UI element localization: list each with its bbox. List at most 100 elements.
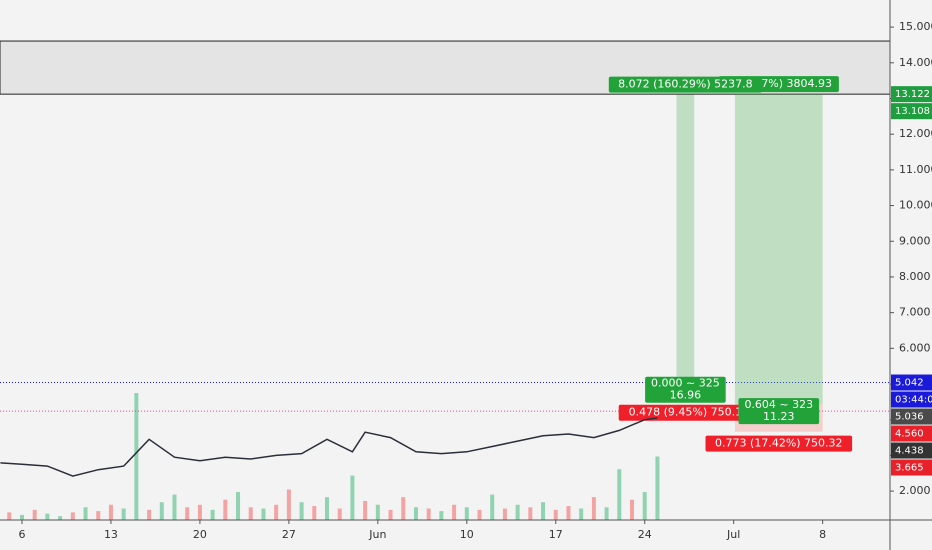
volume-bar [452,504,457,520]
volume-bar [515,504,520,520]
volume-bar [121,508,126,520]
volume-bar [490,494,495,520]
volume-bar [426,508,431,520]
volume-bar [108,504,113,520]
volume-bar [7,512,12,520]
entry-label: 16.96 [670,389,702,402]
volume-bar [464,507,469,520]
x-tick-label: 6 [18,528,25,541]
price-axis-label: 13.122 [895,89,930,100]
volume-bar [617,469,622,520]
volume-bar [630,499,635,520]
volume-bar [248,507,253,520]
volume-bar [134,393,139,520]
volume-bar [413,507,418,520]
target-label: 8.072 (160.29%) 5237.8 [618,78,753,91]
volume-bar [312,506,317,520]
volume-bar [324,497,329,520]
volume-bar [337,508,342,520]
entry-label: 0.000 ~ 325 [651,377,720,390]
entry-label-bg [645,376,726,403]
volume-bar [197,504,202,520]
price-axis-label: 5.042 [895,378,924,389]
price-axis-label: 03:44:03 [895,395,932,406]
price-axis-label: 5.036 [895,412,924,423]
stop-label: 0.478 (9.45%) 750.1 [629,406,743,419]
target-label-bg [608,76,762,93]
volume-bar [401,497,406,520]
volume-bar [147,509,152,520]
price-axis-label-bg [891,442,932,459]
volume-bar [579,508,584,520]
stop-label: 0.773 (17.42%) 750.32 [715,437,843,450]
volume-bar [70,512,75,520]
x-tick-label: Jun [368,528,386,541]
volume-bar [32,509,37,520]
volume-bar [439,511,444,520]
y-tick-label: 14.000 [899,56,932,69]
target-zone [676,94,695,383]
volume-bar [45,513,50,520]
y-tick-label: 2.000 [899,484,931,497]
volume-bar [261,508,266,520]
price-axis-label-bg [891,103,932,120]
volume-bar [388,509,393,520]
volume-bar [58,516,63,520]
price-axis-label: 4.438 [895,446,924,457]
volume-bar [286,489,291,520]
volume-bar [502,508,507,520]
price-axis-label-bg [891,408,932,425]
volume-bar [19,514,24,520]
price-axis-label-bg [891,391,932,408]
price-axis-label-bg [891,374,932,391]
y-tick-label: 6.000 [899,341,931,354]
y-tick-label: 12.000 [899,127,932,140]
price-axis-label: 3.665 [895,463,924,474]
x-tick-label: 13 [104,528,118,541]
price-axis-label: 13.108 [895,106,930,117]
stop-label-bg [618,404,753,421]
x-tick-label: 20 [193,528,207,541]
x-tick-label: 10 [460,528,474,541]
volume-bar [96,511,101,520]
y-tick-label: 11.000 [899,163,932,176]
x-tick-label: 27 [282,528,296,541]
x-tick-label: 17 [549,528,563,541]
volume-bar [642,492,647,520]
price-axis-label-bg [891,86,932,103]
y-tick-label: 7.000 [899,306,931,319]
volume-bar [363,500,368,520]
volume-bar [223,499,228,520]
x-tick-label: 8 [819,528,826,541]
volume-bar [375,504,380,520]
x-tick-label: 24 [638,528,652,541]
target-zone [734,94,823,405]
volume-bar [477,509,482,520]
y-tick-label: 10.000 [899,199,932,212]
price-axis-label-bg [891,425,932,442]
entry-label: 0.604 ~ 323 [744,398,813,411]
entry-label-bg [738,398,820,425]
volume-bar [185,507,190,520]
entry-label: 11.23 [763,410,795,423]
volume-bar [541,502,546,520]
volume-bar [172,494,177,520]
price-line-series [0,417,658,477]
y-tick-label: 8.000 [899,270,931,283]
volume-bar [159,502,164,520]
volume-bar [604,507,609,520]
volume-bar [553,509,558,520]
stop-label-bg [705,435,853,452]
y-tick-label: 9.000 [899,234,931,247]
x-tick-label: Jul [726,528,740,541]
volume-bar [83,507,88,520]
volume-bar [350,475,355,520]
volume-bar [210,509,215,520]
price-axis-label: 4.560 [895,429,924,440]
price-axis-label-bg [891,459,932,476]
y-tick-label: 15.000 [899,20,932,33]
volume-bar [528,507,533,520]
volume-bar [655,456,660,520]
volume-bar [236,492,241,520]
